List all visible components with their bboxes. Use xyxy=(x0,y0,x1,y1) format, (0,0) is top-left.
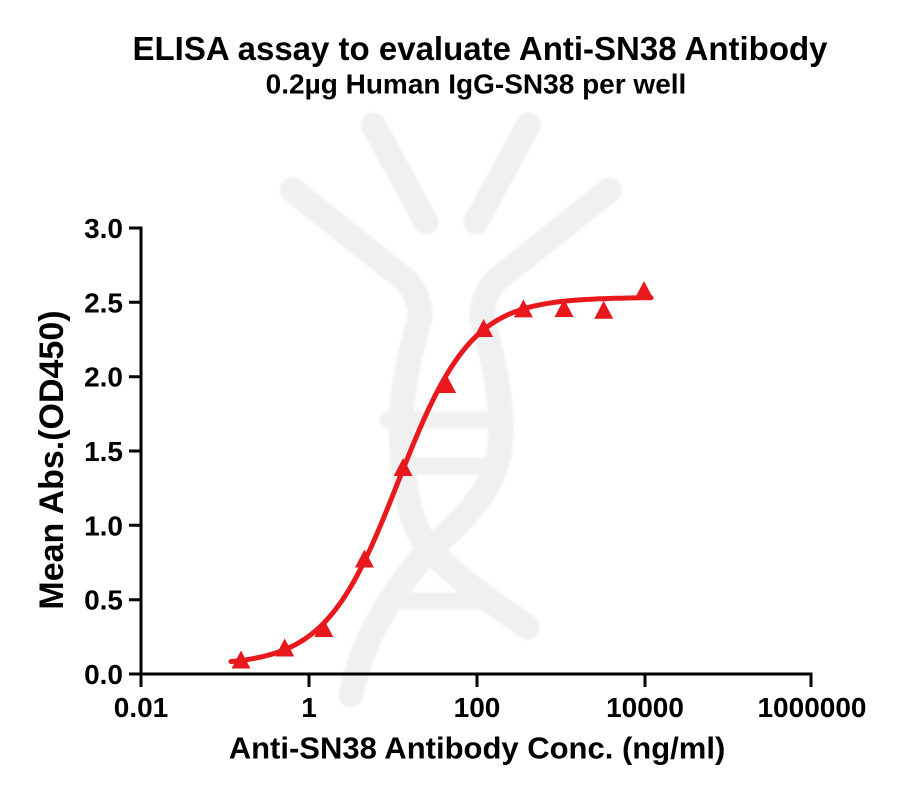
svg-text:0.5: 0.5 xyxy=(84,585,123,616)
svg-text:0.2µg Human IgG-SN38 per well: 0.2µg Human IgG-SN38 per well xyxy=(266,69,687,100)
svg-text:100: 100 xyxy=(454,692,501,723)
svg-text:Anti-SN38 Antibody Conc. (ng/m: Anti-SN38 Antibody Conc. (ng/ml) xyxy=(229,731,726,766)
svg-text:1000000: 1000000 xyxy=(757,692,866,723)
svg-text:1.0: 1.0 xyxy=(84,510,123,541)
svg-text:10000: 10000 xyxy=(606,692,684,723)
svg-text:2.0: 2.0 xyxy=(84,362,123,393)
svg-text:Mean Abs.(OD450): Mean Abs.(OD450) xyxy=(33,310,71,609)
svg-text:1: 1 xyxy=(301,692,317,723)
svg-text:0.0: 0.0 xyxy=(84,659,123,690)
svg-text:1.5: 1.5 xyxy=(84,436,123,467)
svg-text:ELISA assay to evaluate Anti-S: ELISA assay to evaluate Anti-SN38 Antibo… xyxy=(133,30,829,67)
svg-text:2.5: 2.5 xyxy=(84,287,123,318)
svg-text:0.01: 0.01 xyxy=(114,692,169,723)
svg-text:3.0: 3.0 xyxy=(84,213,123,244)
